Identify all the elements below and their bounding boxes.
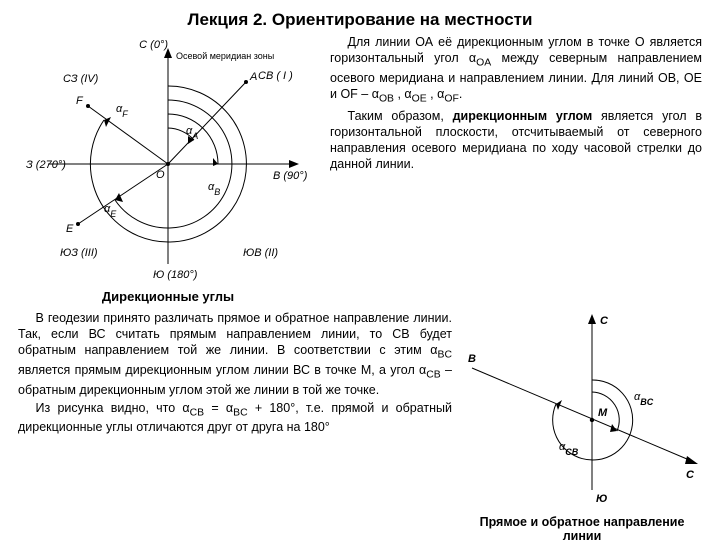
lbl-meridian: Осевой меридиан зоны [176, 51, 274, 61]
lbl-Z: З (270°) [26, 159, 66, 171]
lecture-title: Лекция 2. Ориентирование на местности [18, 10, 702, 30]
lbl-C: C (0°) [139, 39, 168, 51]
lbl-E: E [66, 223, 74, 235]
para-2: Таким образом, дирекционным углом являет… [330, 108, 702, 172]
para-3: В геодезии принято различать прямое и об… [18, 310, 452, 398]
lbl-O: O [156, 169, 165, 181]
lbl-A: A [249, 71, 257, 83]
lbl-YuZ: ЮЗ (III) [60, 247, 98, 259]
lbl-CZ: СЗ (IV) [63, 73, 99, 85]
lbl-aA: αA [186, 125, 198, 141]
top-region: C (0°) Осевой меридиан зоны СВ ( I ) СЗ … [18, 34, 702, 285]
lbl-B90: В (90°) [273, 170, 308, 182]
lbl-aF: αF [116, 103, 128, 119]
lbl-CB: СВ ( I ) [258, 70, 293, 82]
lbl-Yu: Ю (180°) [153, 269, 198, 281]
para-4: Из рисунка видно, что αCB = αBC + 180°, … [18, 400, 452, 436]
bottom-region: В геодезии принято различать прямое и об… [18, 310, 702, 543]
lbl-aB: αB [208, 181, 220, 197]
figure-2: С Ю B C M αBC αCB Прямое и обратное напр… [462, 310, 702, 543]
lbl2-C: С [600, 315, 609, 327]
lbl2-B: B [468, 353, 476, 365]
figure-1: C (0°) Осевой меридиан зоны СВ ( I ) СЗ … [18, 34, 318, 285]
para-1: Для линии ОА её дирекционным углом в точ… [330, 34, 702, 106]
lbl-YuV: ЮВ (II) [243, 247, 278, 259]
text-block-1: Для линии ОА её дирекционным углом в точ… [330, 34, 702, 285]
lbl-aE: αE [104, 203, 117, 219]
lbl2-Cpt: C [686, 469, 695, 481]
subtitle-1: Дирекционные углы [18, 289, 318, 304]
text-block-2: В геодезии принято различать прямое и об… [18, 310, 452, 543]
lbl2-aBC: αBC [634, 391, 654, 407]
lbl2-Yu: Ю [596, 493, 607, 505]
caption-2: Прямое и обратное направление линии [462, 515, 702, 543]
lbl2-M: M [598, 407, 608, 419]
lbl-F: F [76, 95, 84, 107]
lbl2-aCB: αCB [559, 441, 579, 457]
